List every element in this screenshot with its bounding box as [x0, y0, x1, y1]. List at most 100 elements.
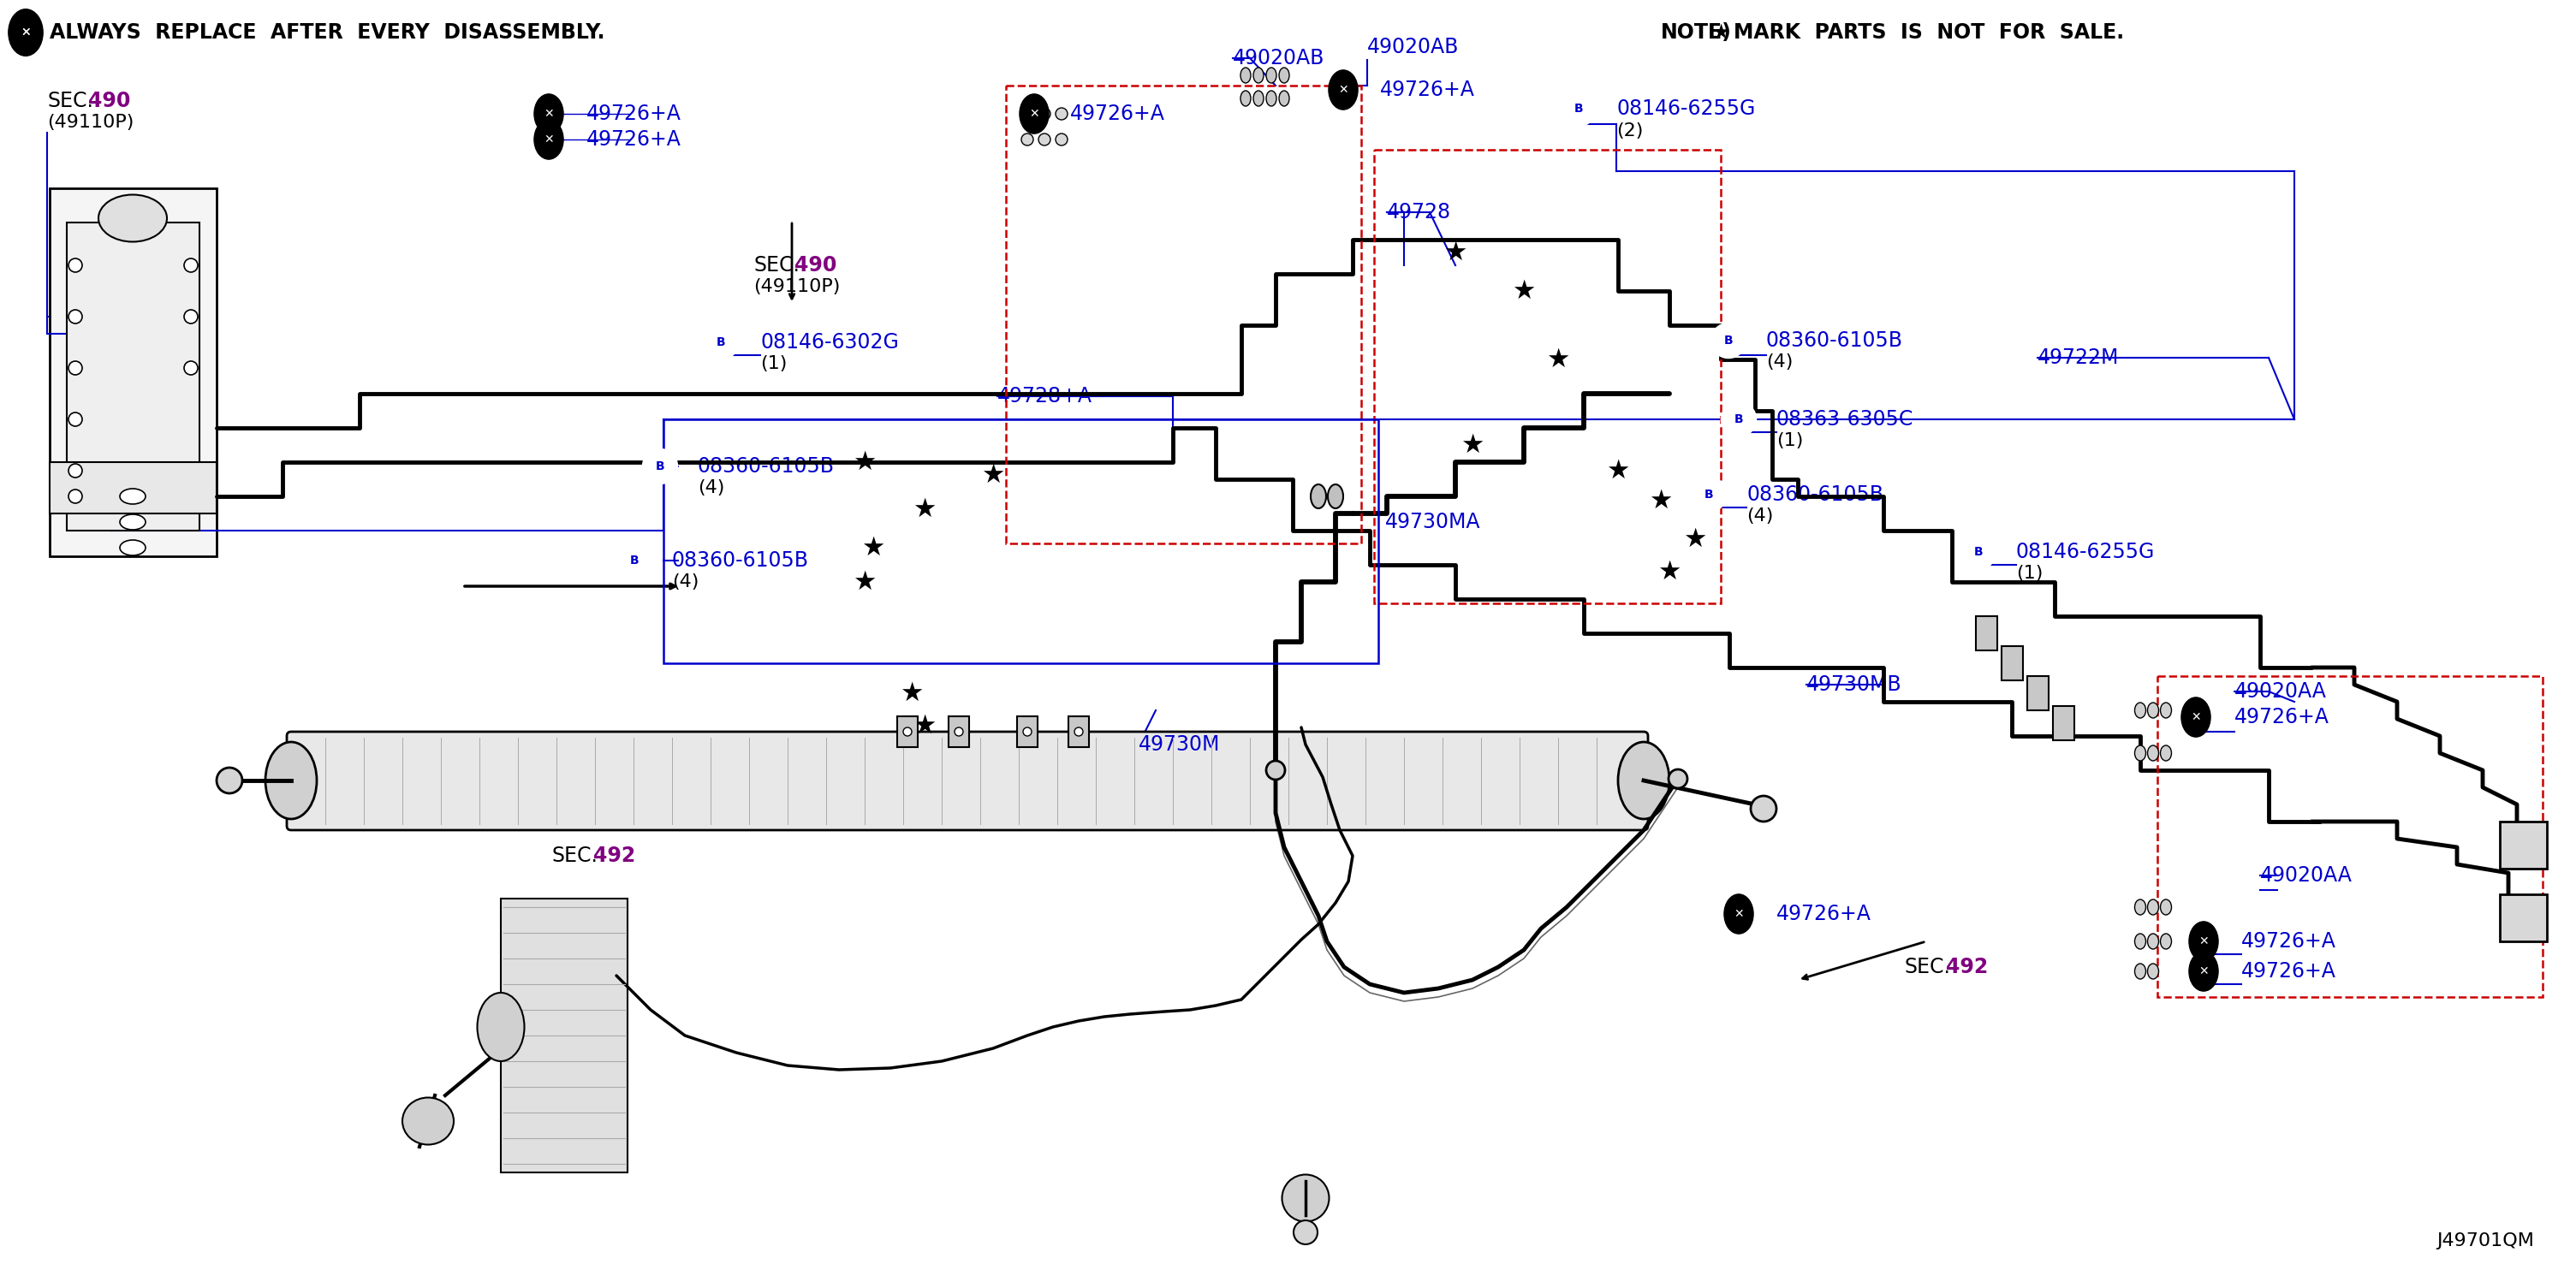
Ellipse shape	[1311, 484, 1327, 508]
Ellipse shape	[1561, 91, 1595, 126]
Bar	[665, 419, 1378, 663]
Ellipse shape	[1038, 133, 1051, 146]
Ellipse shape	[2148, 899, 2159, 914]
Text: 49020AB: 49020AB	[1234, 48, 1324, 69]
Ellipse shape	[1710, 324, 1747, 358]
Text: 49726+A: 49726+A	[1381, 80, 1476, 100]
Text: (2): (2)	[1615, 122, 1643, 140]
Text: ★: ★	[1607, 458, 1631, 483]
Text: ★: ★	[1710, 23, 1731, 43]
Text: 49020AB: 49020AB	[1368, 37, 1458, 57]
Text: 49726+A: 49726+A	[2233, 707, 2329, 728]
Text: B: B	[654, 461, 665, 472]
Ellipse shape	[8, 9, 44, 56]
Ellipse shape	[2148, 964, 2159, 979]
Text: ✕: ✕	[2192, 711, 2200, 723]
Text: B: B	[1973, 546, 1984, 558]
Ellipse shape	[2190, 922, 2218, 961]
Ellipse shape	[1618, 742, 1669, 819]
Ellipse shape	[121, 540, 144, 555]
Ellipse shape	[1960, 535, 1996, 569]
Text: (1): (1)	[1777, 432, 1803, 450]
Text: 49020AA: 49020AA	[2259, 865, 2352, 885]
Text: ★: ★	[1682, 527, 1708, 551]
Ellipse shape	[10, 13, 41, 52]
Text: ★: ★	[1649, 488, 1672, 513]
Ellipse shape	[1723, 894, 1754, 933]
Ellipse shape	[1267, 90, 1278, 107]
Text: MARK  PARTS  IS  NOT  FOR  SALE.: MARK PARTS IS NOT FOR SALE.	[1734, 23, 2125, 43]
Ellipse shape	[2161, 933, 2172, 949]
Text: 49726+A: 49726+A	[2241, 961, 2336, 982]
Bar	[49, 188, 216, 556]
Ellipse shape	[644, 450, 677, 484]
Ellipse shape	[1020, 94, 1048, 133]
Ellipse shape	[1242, 90, 1252, 107]
Text: 08146-6255G: 08146-6255G	[2017, 542, 2156, 563]
Text: 08360-6105B: 08360-6105B	[672, 550, 809, 570]
Ellipse shape	[1267, 67, 1278, 83]
Ellipse shape	[265, 742, 317, 819]
Circle shape	[70, 464, 82, 478]
Ellipse shape	[402, 1097, 453, 1144]
Ellipse shape	[121, 514, 144, 530]
Bar	[948, 716, 969, 747]
Bar	[2002, 646, 2022, 681]
Ellipse shape	[2161, 702, 2172, 718]
Bar	[1373, 150, 1721, 603]
Ellipse shape	[2136, 702, 2146, 718]
Bar	[67, 222, 198, 531]
Text: 49728: 49728	[1386, 202, 1450, 222]
Ellipse shape	[1074, 728, 1082, 737]
Text: ★: ★	[912, 497, 935, 522]
Ellipse shape	[1692, 478, 1726, 512]
Text: 49722M: 49722M	[2038, 348, 2120, 368]
Bar	[1005, 85, 1360, 544]
Text: 49726+A: 49726+A	[1069, 104, 1164, 124]
Text: ✕: ✕	[544, 133, 554, 146]
Ellipse shape	[956, 728, 963, 737]
Ellipse shape	[904, 728, 912, 737]
Circle shape	[183, 361, 198, 375]
Ellipse shape	[1255, 90, 1265, 107]
Ellipse shape	[2148, 745, 2159, 761]
Text: (49110P): (49110P)	[46, 114, 134, 131]
Text: ★: ★	[1546, 347, 1569, 372]
Ellipse shape	[2182, 697, 2210, 737]
Circle shape	[70, 259, 82, 272]
FancyBboxPatch shape	[286, 732, 1649, 831]
Text: 492: 492	[592, 846, 636, 866]
Text: ★: ★	[1443, 240, 1468, 265]
Text: J49701QM: J49701QM	[2437, 1232, 2535, 1250]
Text: ★: ★	[860, 535, 886, 560]
Ellipse shape	[2136, 745, 2146, 761]
Text: SEC.: SEC.	[752, 255, 799, 276]
Ellipse shape	[2161, 899, 2172, 914]
Bar	[2027, 676, 2048, 710]
Ellipse shape	[2148, 933, 2159, 949]
Text: 08360-6105B: 08360-6105B	[1747, 484, 1883, 505]
Text: ✕: ✕	[1734, 908, 1744, 919]
Ellipse shape	[1255, 67, 1265, 83]
Ellipse shape	[1242, 67, 1252, 83]
Bar	[896, 716, 917, 747]
Text: 49726+A: 49726+A	[587, 104, 680, 124]
Text: (1): (1)	[760, 356, 788, 372]
Text: ✕: ✕	[1340, 84, 1347, 95]
Text: (1): (1)	[2017, 565, 2043, 582]
Ellipse shape	[477, 993, 526, 1062]
Text: 49726+A: 49726+A	[2241, 931, 2336, 951]
Bar	[49, 462, 216, 513]
Bar	[2499, 894, 2548, 941]
Bar	[2499, 822, 2548, 869]
Circle shape	[70, 310, 82, 324]
Text: ★: ★	[1659, 559, 1682, 584]
Text: (4): (4)	[1747, 508, 1772, 525]
Circle shape	[70, 489, 82, 503]
Text: 49730MB: 49730MB	[1806, 674, 1901, 695]
Text: ★: ★	[981, 462, 1005, 488]
Text: NOTE): NOTE)	[1662, 23, 1731, 43]
Text: ✕: ✕	[21, 27, 31, 38]
Bar	[1976, 616, 1996, 650]
Ellipse shape	[1327, 484, 1342, 508]
